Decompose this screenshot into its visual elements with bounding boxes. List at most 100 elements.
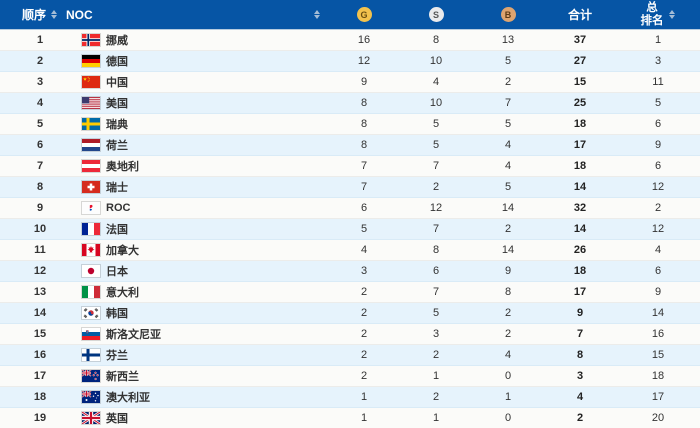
table-row: 9 ROC 6 12 14 32 2 [0, 198, 700, 219]
table-row: 6 荷兰 8 5 4 17 9 [0, 135, 700, 156]
bronze-count-cell: 5 [504, 181, 512, 193]
table-row: 19 英国 1 1 0 2 20 [0, 408, 700, 428]
bronze-count-cell: 4 [504, 349, 512, 361]
total-count-cell: 15 [573, 76, 587, 88]
table-row: 14 韩国 2 5 2 9 14 [0, 303, 700, 324]
total-count-cell: 32 [573, 202, 587, 214]
country-name: 芬兰 [106, 350, 128, 362]
total-count-cell: 27 [573, 55, 587, 67]
total-count-cell: 4 [576, 391, 584, 403]
column-header-silver[interactable]: S [400, 0, 472, 29]
noc-column-label: NOC [66, 7, 93, 22]
row-rank-cell: 3 [36, 76, 44, 88]
silver-count-cell: 3 [432, 328, 440, 340]
bronze-count-cell: 2 [504, 307, 512, 319]
flag-norway-icon [82, 34, 100, 46]
silver-count-cell: 7 [432, 286, 440, 298]
overall-rank-cell: 12 [651, 181, 665, 193]
row-rank-cell: 15 [33, 328, 47, 340]
country-name: 意大利 [106, 287, 139, 299]
column-header-total[interactable]: 合计 [544, 0, 616, 29]
overall-rank-cell: 12 [651, 223, 665, 235]
bronze-count-cell: 0 [504, 370, 512, 382]
bronze-count-cell: 5 [504, 55, 512, 67]
row-noc-cell: 挪威 [80, 30, 328, 50]
bronze-count-cell: 4 [504, 139, 512, 151]
total-count-cell: 8 [576, 349, 584, 361]
overall-rank-cell: 6 [654, 265, 662, 277]
gold-count-cell: 8 [360, 139, 368, 151]
bronze-count-cell: 2 [504, 76, 512, 88]
column-header-overall-rank[interactable]: 总 排名 [616, 0, 700, 29]
gold-count-cell: 2 [360, 349, 368, 361]
bronze-count-cell: 8 [504, 286, 512, 298]
total-count-cell: 25 [573, 97, 587, 109]
gold-count-cell: 12 [357, 55, 371, 67]
silver-count-cell: 1 [432, 412, 440, 424]
row-noc-cell: 芬兰 [80, 345, 328, 365]
country-name: 澳大利亚 [106, 392, 150, 404]
row-rank-cell: 1 [36, 34, 44, 46]
row-rank-cell: 5 [36, 118, 44, 130]
silver-count-cell: 12 [429, 202, 443, 214]
sort-arrows-icon[interactable] [51, 10, 58, 19]
gold-count-cell: 7 [360, 160, 368, 172]
column-header-gold[interactable]: G [328, 0, 400, 29]
gold-count-cell: 16 [357, 34, 371, 46]
silver-count-cell: 10 [429, 97, 443, 109]
total-count-cell: 37 [573, 34, 587, 46]
column-header-rank[interactable]: 顺序 [0, 0, 80, 29]
gold-count-cell: 2 [360, 328, 368, 340]
row-noc-cell: 澳大利亚 [80, 387, 328, 407]
table-row: 8 瑞士 7 2 5 14 12 [0, 177, 700, 198]
gold-count-cell: 8 [360, 97, 368, 109]
sort-arrows-icon[interactable] [314, 10, 321, 19]
flag-southkorea-icon [82, 307, 100, 319]
table-row: 2 德国 12 10 5 27 3 [0, 51, 700, 72]
flag-britain-icon [82, 412, 100, 424]
gold-count-cell: 7 [360, 181, 368, 193]
row-noc-cell: 荷兰 [80, 135, 328, 155]
table-row: 16 芬兰 2 2 4 8 15 [0, 345, 700, 366]
overall-rank-cell: 6 [654, 118, 662, 130]
silver-count-cell: 8 [432, 34, 440, 46]
row-noc-cell: 英国 [80, 408, 328, 428]
overall-rank-cell: 14 [651, 307, 665, 319]
row-rank-cell: 16 [33, 349, 47, 361]
table-row: 10 法国 5 7 2 14 12 [0, 219, 700, 240]
column-header-noc[interactable]: NOC [66, 0, 328, 29]
bronze-count-cell: 13 [501, 34, 515, 46]
bronze-count-cell: 9 [504, 265, 512, 277]
overall-rank-cell: 17 [651, 391, 665, 403]
sort-arrows-icon[interactable] [668, 10, 676, 19]
gold-medal-icon: G [356, 7, 372, 22]
row-rank-cell: 11 [34, 244, 46, 256]
country-name: ROC [106, 202, 131, 214]
total-count-cell: 17 [573, 286, 587, 298]
country-name: 瑞典 [106, 119, 128, 131]
silver-count-cell: 8 [432, 244, 440, 256]
silver-count-cell: 2 [432, 181, 440, 193]
total-count-cell: 26 [573, 244, 587, 256]
gold-count-cell: 9 [360, 76, 368, 88]
silver-count-cell: 7 [432, 223, 440, 235]
table-header: 顺序 NOC G S B 合计 总 排名 [0, 0, 700, 30]
bronze-count-cell: 4 [504, 160, 512, 172]
country-name: 加拿大 [106, 245, 139, 257]
column-header-bronze[interactable]: B [472, 0, 544, 29]
row-noc-cell: 法国 [80, 219, 328, 239]
row-noc-cell: 瑞典 [80, 114, 328, 134]
silver-count-cell: 5 [432, 118, 440, 130]
flag-austria-icon [82, 160, 100, 172]
total-count-cell: 2 [576, 412, 584, 424]
row-rank-cell: 4 [36, 97, 44, 109]
gold-count-cell: 8 [360, 118, 368, 130]
gold-count-cell: 4 [360, 244, 368, 256]
flag-newzealand-icon [82, 370, 100, 382]
country-name: 挪威 [106, 35, 128, 47]
row-noc-cell: 瑞士 [80, 177, 328, 197]
table-row: 5 瑞典 8 5 5 18 6 [0, 114, 700, 135]
country-name: 法国 [106, 224, 128, 236]
flag-netherlands-icon [82, 139, 100, 151]
